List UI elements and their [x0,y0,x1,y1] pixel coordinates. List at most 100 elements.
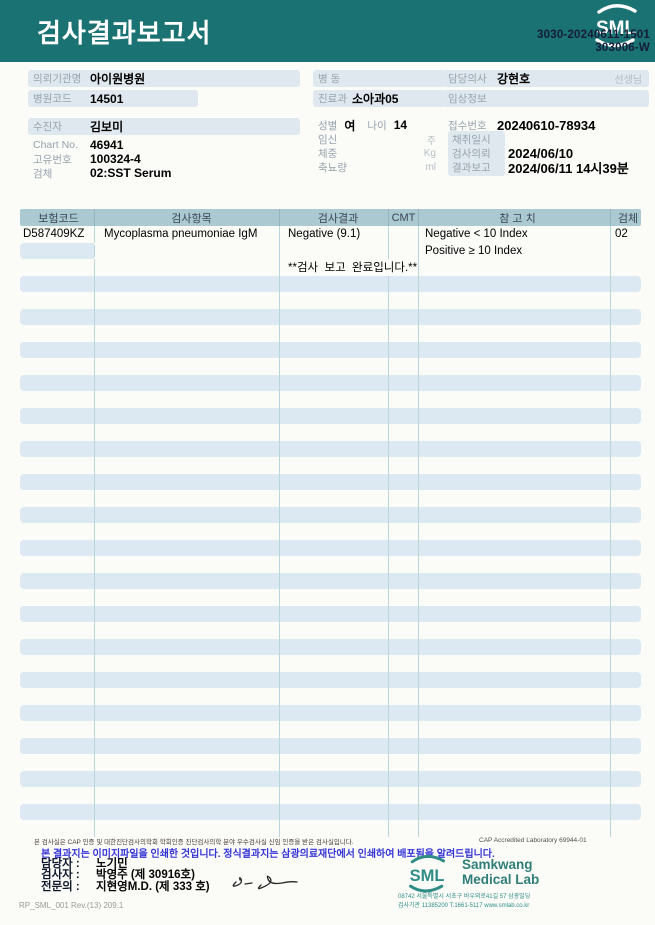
table-cell [611,754,641,771]
table-cell [389,671,419,688]
table-cell [95,341,280,358]
table-cell: Negative < 10 Index [419,226,611,243]
table-cell [20,803,95,820]
table-cell [389,226,419,243]
table-cell [20,341,95,358]
table-cell [611,507,641,524]
staff-row-manager: 담당자 : 노기민 [41,857,210,870]
table-cell [389,638,419,655]
footer-logo-name-line1: Samkwang [462,857,533,872]
field-label: 임상정보 [448,93,487,105]
table-cell [611,787,641,804]
field-label: Chart No. [33,139,78,151]
table-cell [389,506,419,523]
table-row [20,803,641,820]
table-row: **검사 보고 완료입니다.** [20,259,641,276]
table-cell [20,787,95,804]
specialist-signature [232,875,298,890]
field-chart-no: Chart No. 46941 [28,138,300,152]
table-cell [389,605,419,622]
table-cell [419,457,611,474]
field-label: 고유번호 [33,153,72,166]
table-cell [611,622,641,639]
field-value: 20240610-78934 [497,117,596,133]
field-clinical-info: 임상정보 [443,90,649,107]
table-cell [611,688,641,705]
table-cell [389,440,419,457]
table-cell [280,688,389,705]
footer-logo-name: Samkwang Medical Lab [462,857,539,887]
table-row [20,721,641,738]
table-cell [20,490,95,507]
report-code-1: 3030-20240611-1501 [537,29,650,41]
table-cell [95,358,280,375]
table-cell [611,589,641,606]
table-row [20,308,641,325]
svg-text:SML: SML [410,866,445,885]
table-cell [95,737,280,754]
table-cell [419,358,611,375]
table-cell [20,292,95,309]
field-unit: 주 [426,135,436,147]
field-label: 검체 [33,167,53,180]
table-cell [95,721,280,738]
table-cell [280,622,389,639]
table-cell [95,259,280,276]
field-order-date: 검사의뢰 2024/06/10 [443,144,649,162]
table-cell [280,638,389,655]
footer-address: 08742 서울특별시 서초구 바우뫼로41길 57 삼광빌딩 검사기관 113… [398,893,530,910]
staff-value: 노기민 [96,857,128,870]
table-cell [389,325,419,342]
field-value: 02:SST Serum [90,166,172,180]
result-table-header: 보험코드 검사항목 검사결과 CMT 참 고 치 검체 [20,209,641,226]
table-cell [280,523,389,540]
table-cell [95,275,280,292]
footer-address-line1: 08742 서울특별시 서초구 바우뫼로41길 57 삼광빌딩 [398,894,531,900]
table-cell [20,556,95,573]
table-cell [20,259,95,276]
column-header: 참 고 치 [419,209,611,226]
field-label: 체중 [318,147,338,160]
field-label: 채취일시 [448,130,505,148]
table-cell [95,539,280,556]
document-code: RP_SML_001 Rev.(13) 209.1 [19,901,124,910]
table-cell [419,473,611,490]
table-row: D587409KZ Mycoplasma pneumoniae IgM Negati… [20,226,641,243]
field-urine-volume: 축뇨량 ml [313,160,445,174]
table-cell [419,506,611,523]
table-cell [20,704,95,721]
table-cell [419,374,611,391]
table-row [20,820,641,837]
table-cell [611,457,641,474]
field-label: 임신 [318,133,338,146]
table-cell [611,820,641,837]
table-row [20,754,641,771]
table-cell [611,490,641,507]
column-header: 보험코드 [20,209,95,226]
table-cell [95,440,280,457]
table-row [20,737,641,754]
table-cell [611,325,641,342]
field-label: 결과보고 [448,158,505,176]
table-cell [611,441,641,458]
staff-label: 전문의 : [41,880,80,893]
table-cell [95,754,280,771]
field-unique-no: 고유번호 100324-4 [28,152,300,166]
staff-value: 박영주 (제 30916호) [96,869,195,882]
table-cell [611,292,641,309]
table-cell [95,605,280,622]
table-cell [95,523,280,540]
field-weight: 체중 Kg [313,146,445,160]
result-table: 보험코드 검사항목 검사결과 CMT 참 고 치 검체 D587409KZ Mycoplas… [20,209,641,837]
table-cell [280,490,389,507]
table-cell [611,721,641,738]
table-row [20,490,641,507]
table-cell [611,606,641,623]
table-cell [419,721,611,738]
table-cell [611,243,641,260]
table-cell [419,671,611,688]
table-cell [389,688,419,705]
info-column-middle: 병 동 진료과 소아과05 성별 여 나이 14 임신 주 체중 Kg 축뇨량 … [313,70,445,174]
table-cell [389,754,419,771]
table-cell [611,523,641,540]
